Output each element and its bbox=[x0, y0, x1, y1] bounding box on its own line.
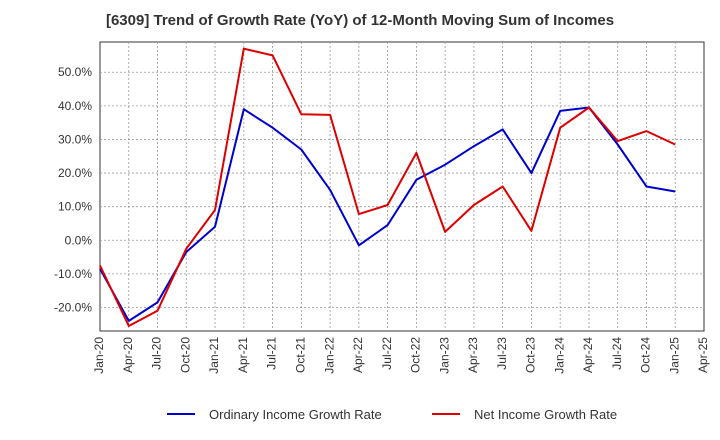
x-tick-label: Jul-21 bbox=[265, 337, 279, 370]
x-tick-label: Apr-20 bbox=[121, 337, 135, 373]
y-tick-label: 30.0% bbox=[58, 132, 92, 146]
legend-label: Net Income Growth Rate bbox=[474, 407, 617, 422]
y-tick-label: 10.0% bbox=[58, 200, 92, 214]
x-tick-label: Jan-24 bbox=[552, 337, 566, 374]
chart-title: [6309] Trend of Growth Rate (YoY) of 12-… bbox=[105, 12, 615, 29]
y-tick-label: -10.0% bbox=[54, 267, 92, 281]
series-line-ordinary-income bbox=[99, 106, 676, 322]
x-tick-label: Oct-20 bbox=[178, 337, 192, 373]
x-tick-label: Jan-25 bbox=[667, 337, 681, 374]
x-tick-label: Apr-21 bbox=[236, 337, 250, 373]
x-tick-label: Apr-23 bbox=[466, 337, 480, 373]
x-tick-label: Jul-23 bbox=[495, 337, 509, 370]
y-tick-label: 50.0% bbox=[58, 65, 92, 79]
y-tick-label: 0.0% bbox=[65, 233, 93, 247]
x-tick-label: Jan-20 bbox=[92, 337, 106, 374]
y-tick-label: -20.0% bbox=[54, 300, 92, 314]
x-tick-label: Jan-22 bbox=[322, 337, 336, 374]
x-tick-label: Oct-22 bbox=[409, 337, 423, 373]
y-tick-label: 20.0% bbox=[58, 166, 92, 180]
x-tick-label: Oct-21 bbox=[294, 337, 308, 373]
series-line-net-income bbox=[99, 47, 676, 327]
x-tick-label: Apr-22 bbox=[351, 337, 365, 373]
x-tick-label: Jan-23 bbox=[437, 337, 451, 374]
legend-label: Ordinary Income Growth Rate bbox=[209, 407, 382, 422]
x-tick-label: Oct-24 bbox=[639, 337, 653, 373]
x-tick-label: Jul-24 bbox=[610, 337, 624, 370]
y-tick-label: 40.0% bbox=[58, 99, 92, 113]
x-tick-label: Jul-20 bbox=[150, 337, 164, 370]
x-tick-label: Jul-22 bbox=[380, 337, 394, 370]
x-tick-label: Apr-25 bbox=[696, 337, 710, 373]
x-tick-label: Oct-23 bbox=[524, 337, 538, 373]
plot-area bbox=[99, 41, 705, 332]
x-tick-label: Apr-24 bbox=[581, 337, 595, 373]
x-tick-label: Jan-21 bbox=[207, 337, 221, 374]
